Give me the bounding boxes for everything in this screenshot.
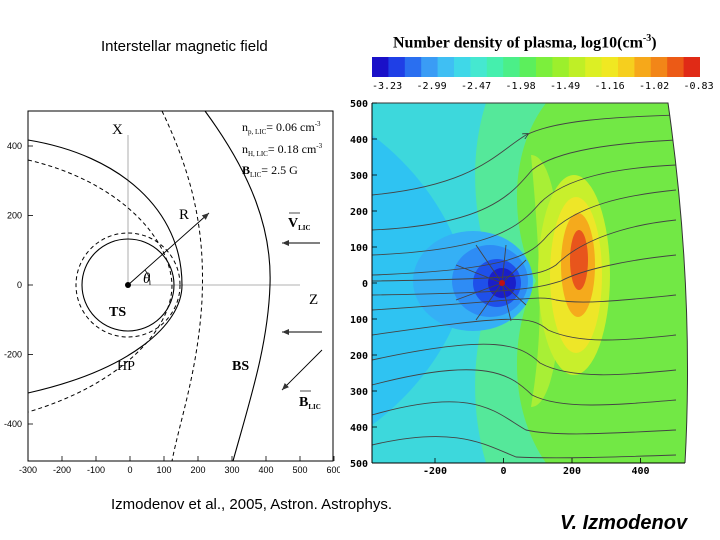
colorbar-swatch — [536, 57, 553, 77]
colorbar-title-sup: -3 — [642, 33, 652, 44]
left-x-tick-label: -300 — [19, 465, 37, 475]
colorbar-swatch — [404, 57, 422, 77]
left-y-tick-label: 200 — [7, 211, 22, 221]
sun-marker — [499, 280, 505, 286]
colorbar-swatch — [470, 57, 488, 77]
left-x-tick-label: -100 — [87, 465, 105, 475]
left-x-tick-label: 500 — [292, 465, 307, 475]
b-lic-arrow — [281, 349, 323, 391]
param-np: np, LIC= 0.06 cm-3 — [242, 120, 321, 136]
left-x-tick-label: 100 — [156, 465, 171, 475]
colorbar-title: Number density of plasma, log10(cm-3) — [393, 33, 657, 52]
colorbar-swatch — [486, 57, 504, 77]
left-x-tick-label: 200 — [190, 465, 205, 475]
density-map — [372, 103, 688, 463]
density-y-tick-label: 500 — [350, 459, 368, 470]
colorbar-swatch — [388, 57, 406, 77]
z-axis-label: Z — [309, 292, 318, 308]
colorbar-swatch — [421, 57, 439, 77]
colorbar-swatch — [503, 57, 521, 77]
colorbar — [372, 57, 700, 77]
colorbar-swatch — [437, 57, 455, 77]
colorbar-title-text: Number density of plasma, log10(cm — [393, 34, 643, 52]
colorbar-tick-label: -2.99 — [416, 81, 447, 92]
colorbar-tick-label: -0.83 — [683, 81, 714, 92]
left-x-tick-label: 0 — [127, 465, 132, 475]
termination-shock-dashed — [75, 232, 181, 338]
left-panel-title: Interstellar magnetic field — [101, 38, 268, 55]
colorbar-tick-label: -1.49 — [550, 81, 581, 92]
density-x-tick-label: 0 — [500, 466, 506, 475]
density-y-tick-label: 400 — [350, 135, 368, 146]
density-y-tick-label: 300 — [350, 387, 368, 398]
colorbar-swatch — [519, 57, 537, 77]
colorbar-swatch — [667, 57, 685, 77]
density-y-tick-label: 0 — [362, 279, 368, 290]
density-x-tick-label: 400 — [631, 466, 649, 475]
left-y-tick-label: -200 — [4, 350, 22, 360]
hp-label: HP — [117, 359, 135, 374]
param-b: BLIC= 2.5 G — [242, 163, 298, 179]
density-y-tick-label: 200 — [350, 207, 368, 218]
density-y-tick-label: 300 — [350, 171, 368, 182]
bs-label: BS — [232, 359, 249, 374]
bow-shock-solid — [204, 110, 271, 462]
colorbar-swatch — [454, 57, 471, 77]
density-domain-edge — [372, 102, 689, 464]
left-x-tick-label: 400 — [258, 465, 273, 475]
left-x-tick-label: 300 — [224, 465, 239, 475]
density-y-tick-label: 200 — [350, 351, 368, 362]
left-y-tick-label: -400 — [4, 419, 22, 429]
density-region-red — [570, 230, 588, 290]
density-x-tick-label: -200 — [423, 466, 447, 475]
param-nh: nH, LIC= 0.18 cm-3 — [242, 142, 323, 158]
heliopause-dashed — [27, 159, 173, 413]
colorbar-swatch — [634, 57, 652, 77]
density-plot: 500 400 300 200 100 0 100 200 300 400 500 -200 0 200 4… — [350, 99, 689, 475]
density-y-tick-label: 400 — [350, 423, 368, 434]
left-x-tick-label: 600 — [326, 465, 340, 475]
colorbar-swatch — [568, 57, 586, 77]
radius-vector — [127, 212, 210, 286]
colorbar-swatch — [372, 57, 389, 77]
left-axis-ticks: -300 -200 -100 0 100 200 300 400 500 600 400 200 0 -2… — [4, 141, 340, 475]
left-x-tick-label: -200 — [53, 465, 71, 475]
termination-shock-solid — [81, 238, 175, 332]
theta-label: θ — [143, 271, 151, 287]
density-y-tick-label: 500 — [350, 99, 368, 110]
colorbar-title-end: ) — [651, 34, 657, 52]
left-y-tick-label: 400 — [7, 141, 22, 151]
colorbar-tick-label: -1.16 — [594, 81, 625, 92]
author-credit: V. Izmodenov — [560, 512, 688, 534]
colorbar-swatch — [601, 57, 619, 77]
colorbar-tick-label: -1.02 — [639, 81, 670, 92]
colorbar-swatch — [618, 57, 635, 77]
v-lic-label: VLIC — [288, 216, 311, 232]
streamlines — [372, 114, 677, 459]
colorbar-tick-label: -2.47 — [461, 81, 492, 92]
x-axis-label: X — [112, 122, 123, 138]
heliosphere-diagram: -300 -200 -100 0 100 200 300 400 500 600 400 200 0 -2… — [4, 110, 340, 475]
colorbar-swatch — [552, 57, 570, 77]
citation: Izmodenov et al., 2005, Astron. Astrophy… — [111, 496, 392, 513]
b-lic-label: BLIC — [299, 395, 321, 411]
sun-center — [125, 282, 131, 288]
density-x-tick-label: 200 — [563, 466, 581, 475]
angle-arc — [144, 269, 151, 286]
colorbar-swatch — [683, 57, 700, 77]
colorbar-tick-label: -1.98 — [505, 81, 536, 92]
density-y-tick-label: 100 — [350, 243, 368, 254]
left-y-tick-label: 0 — [17, 280, 22, 290]
colorbar-swatch — [650, 57, 668, 77]
colorbar-ticks: -3.23 -2.99 -2.47 -1.98 -1.49 -1.16 -1.02 -0.83 — [372, 81, 714, 95]
density-y-tick-label: 100 — [350, 315, 368, 326]
left-plot-frame — [27, 110, 334, 462]
ts-label: TS — [109, 305, 126, 320]
density-axis-ticks: 500 400 300 200 100 0 100 200 300 400 500 -200 0 200 4… — [350, 99, 650, 475]
colorbar-tick-label: -3.23 — [372, 81, 403, 92]
colorbar-swatch — [585, 57, 603, 77]
heliopause-solid — [27, 139, 183, 394]
radius-label: R — [179, 207, 189, 223]
